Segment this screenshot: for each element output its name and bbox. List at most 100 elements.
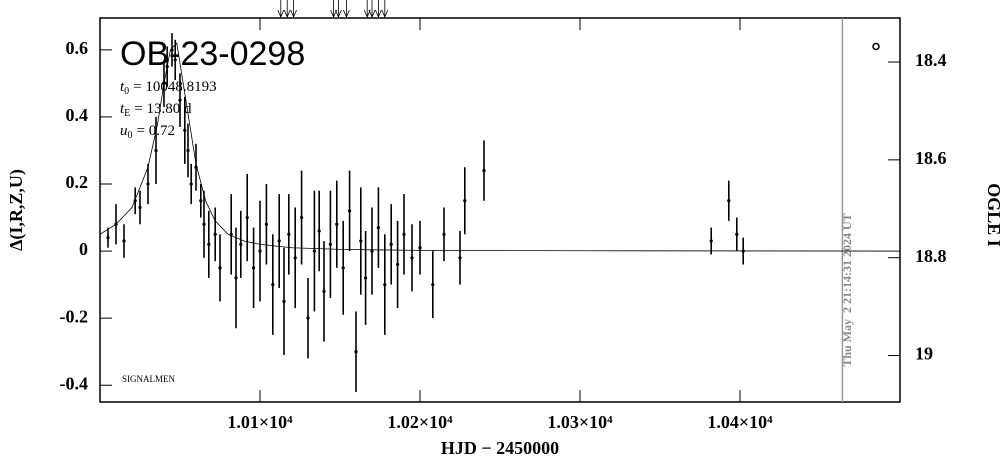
data-point — [162, 81, 166, 85]
param-text: = 13.80 d — [134, 101, 192, 117]
arrow — [363, 0, 371, 19]
param: u0 = 0.72 — [120, 123, 175, 141]
arrow — [343, 0, 350, 19]
data-point — [359, 239, 363, 243]
data-point — [277, 239, 281, 243]
data-point — [306, 316, 310, 320]
data-point — [146, 182, 150, 186]
data-point — [709, 239, 713, 243]
data-point — [410, 256, 414, 260]
arrow — [375, 0, 382, 19]
data-point — [383, 283, 387, 287]
data-point — [287, 232, 291, 236]
y2-tick-label: 19 — [915, 344, 933, 364]
x-tick-label: 1.02×10⁴ — [387, 412, 453, 432]
param-symbol: t — [120, 79, 125, 95]
data-point — [348, 209, 352, 213]
data-point — [106, 236, 110, 240]
y-axis-label: Δ(I,R,Z,U) — [6, 169, 27, 251]
data-point — [186, 148, 190, 153]
arrow — [277, 0, 285, 19]
data-point — [396, 262, 400, 267]
arrow — [381, 0, 389, 19]
y2-axis-label: OGLE I — [984, 183, 1004, 247]
data-point — [122, 239, 126, 243]
data-point — [138, 205, 142, 210]
data-point — [458, 256, 462, 260]
data-point — [234, 276, 238, 280]
data-point — [354, 350, 358, 354]
arrow — [283, 0, 291, 19]
data-point — [194, 165, 198, 169]
arrow — [335, 0, 342, 19]
data-point — [293, 256, 297, 260]
plot-frame — [99, 17, 901, 403]
data-point — [312, 249, 316, 253]
model-curve — [99, 42, 901, 252]
y-tick-label: -0.2 — [60, 306, 89, 326]
extra-point — [872, 42, 880, 51]
arrow — [368, 0, 376, 19]
data-point — [364, 276, 368, 280]
data-point — [173, 58, 177, 62]
y-tick-label: 0.4 — [66, 105, 89, 125]
data-point — [133, 199, 137, 203]
param-sub: 0 — [124, 86, 129, 97]
data-point — [271, 283, 275, 287]
data-point — [317, 229, 321, 233]
y-tick-label: 0.6 — [66, 38, 89, 58]
data-point — [322, 289, 326, 293]
data-point — [735, 232, 739, 236]
y2-tick-label: 18.6 — [915, 148, 947, 168]
data-point — [741, 249, 745, 253]
data-point — [282, 299, 286, 303]
data-point — [239, 242, 243, 246]
arrow — [330, 0, 337, 19]
y-tick-label: -0.4 — [60, 373, 89, 393]
data-point — [189, 182, 193, 186]
data-point — [431, 283, 435, 287]
param-symbol: t — [120, 101, 125, 117]
param-sub: 0 — [128, 130, 133, 141]
param-text: = 10048.8193 — [133, 79, 216, 95]
data-point — [252, 266, 256, 270]
data-point — [328, 242, 332, 246]
chart-title: OB-23-0298 — [120, 35, 305, 73]
data-point — [335, 222, 339, 226]
note: SIGNALMEN — [122, 374, 175, 384]
data-point — [389, 242, 393, 246]
y2-tick-label: 18.4 — [915, 50, 947, 70]
param-sub: E — [124, 108, 130, 119]
data-point — [229, 232, 233, 236]
y-tick-label: 0 — [79, 239, 88, 259]
data-point — [341, 266, 345, 270]
data-point — [402, 232, 406, 236]
x-axis-label: HJD − 2450000 — [441, 438, 559, 458]
data-point — [482, 168, 486, 173]
data-point — [154, 148, 158, 153]
data-point — [199, 199, 203, 203]
data-point — [463, 199, 467, 203]
timestamp: Thu May 2 21:14:31 2024 UT — [840, 213, 854, 366]
data-point — [213, 232, 217, 236]
arrow — [290, 0, 297, 19]
param: t0 = 10048.8193 — [120, 79, 217, 97]
y-tick-label: 0.2 — [66, 172, 89, 192]
param: tE = 13.80 d — [120, 101, 192, 119]
data-point — [370, 249, 374, 253]
x-tick-label: 1.01×10⁴ — [227, 412, 293, 432]
data-point — [114, 222, 118, 226]
data-point — [376, 226, 380, 230]
data-point — [300, 215, 304, 220]
x-tick-label: 1.04×10⁴ — [707, 412, 773, 432]
data-point — [202, 222, 206, 226]
param-symbol: u — [120, 123, 128, 139]
data-point — [727, 199, 731, 203]
data-point — [245, 215, 249, 220]
data-point — [264, 222, 268, 226]
data-point — [178, 98, 182, 102]
data-point — [442, 232, 446, 236]
x-tick-label: 1.03×10⁴ — [547, 412, 613, 432]
data-point — [165, 65, 169, 69]
data-point — [183, 128, 187, 132]
